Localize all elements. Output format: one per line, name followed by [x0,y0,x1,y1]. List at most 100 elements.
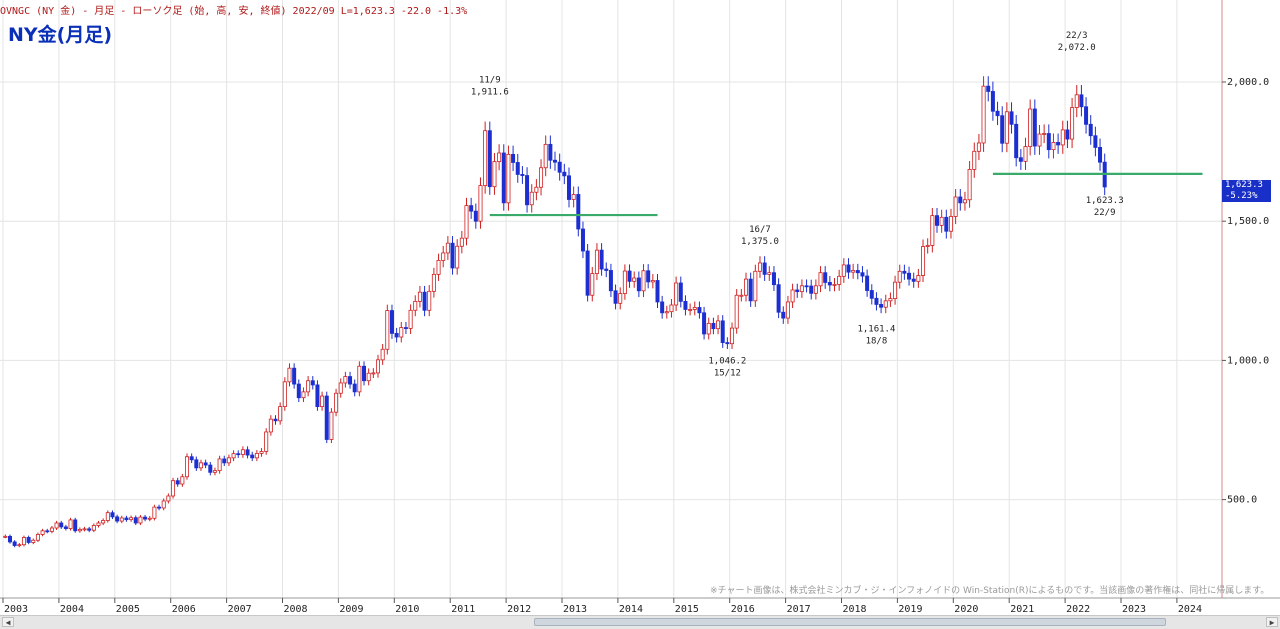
candle-body [832,283,837,286]
candle-body [320,395,325,408]
annotation-label: 11/9 [479,76,501,86]
candle-body [1093,135,1098,148]
x-tick-label: 2021 [1010,604,1034,615]
candle-body [315,384,320,408]
candle-body [962,199,967,204]
x-tick-label: 2003 [4,604,28,615]
candle-body [734,294,739,329]
candle-body [706,322,711,335]
candle-body [296,383,301,399]
candle-body [198,462,203,469]
candle-body [324,395,329,440]
candle-body [110,512,115,518]
candle-body [240,449,245,455]
candle-body [35,534,40,541]
candle-body [967,169,972,201]
x-tick-label: 2023 [1122,604,1146,615]
candle-body [511,153,516,163]
candle-body [278,406,283,422]
candle-body [883,300,888,308]
candle-body [450,242,455,269]
candle-body [441,252,446,261]
candle-body [133,517,138,524]
candle-body [394,332,399,338]
candle-body [697,307,702,314]
candle-body [1070,107,1075,140]
candle-body [12,541,17,546]
candle-body [357,365,362,393]
candle-body [1079,94,1084,108]
candle-body [534,186,539,193]
x-tick-label: 2011 [451,604,475,615]
candle-body [716,320,721,330]
candle-body [539,167,544,188]
candle-body [1014,123,1019,159]
candle-body [306,380,311,393]
candle-body [748,278,753,302]
candle-body [161,500,166,509]
candle-body [166,495,171,502]
candle-body [254,452,259,459]
candle-body [124,517,129,521]
y-tick-label: 2,000.0 [1227,77,1269,88]
candle-body [1065,129,1070,140]
candle-body [515,162,520,175]
candle-body [380,348,385,361]
candle-body [212,470,217,473]
candle-body [753,270,758,302]
x-tick-label: 2014 [619,604,643,615]
candle-body [1051,142,1056,151]
x-tick-label: 2024 [1178,604,1202,615]
candle-body [785,301,790,319]
x-tick-label: 2016 [731,604,755,615]
plot-area [0,0,1222,598]
candle-body [3,535,8,538]
candle-body [157,506,162,509]
candles [3,76,1107,548]
candle-body [506,153,511,204]
candle-body [762,262,767,275]
x-tick-label: 2009 [339,604,363,615]
x-tick-label: 2015 [675,604,699,615]
candle-body [865,275,870,291]
candle-body [553,159,558,163]
candle-body [566,175,571,200]
candle-body [455,245,460,269]
candle-body [427,290,432,311]
candle-body [907,272,912,280]
candle-body [925,245,930,247]
candle-body [31,539,36,543]
candle-body [497,152,502,163]
candle-body [939,216,944,226]
horizontal-scrollbar[interactable]: ◀ ▶ [0,615,1280,629]
scrollbar-thumb[interactable] [534,618,1166,626]
candle-body [389,310,394,334]
x-tick-label: 2017 [787,604,811,615]
candle-body [916,275,921,282]
candle-body [757,262,762,272]
candle-body [26,537,31,543]
candle-body [259,451,264,454]
candle-body [646,270,651,283]
arrow-right-icon[interactable]: ▶ [1266,617,1278,627]
candle-body [68,519,73,529]
x-tick-label: 2004 [60,604,84,615]
candle-body [692,307,697,310]
candle-body [366,372,371,382]
candle-body [483,130,488,186]
annotation-value: 1,911.6 [471,88,509,98]
candle-body [147,517,152,520]
candle-body [1046,133,1051,151]
arrow-left-icon[interactable]: ◀ [2,617,14,627]
candle-body [1098,147,1103,163]
candle-body [902,270,907,274]
candle-body [674,282,679,306]
candle-body [1018,157,1023,162]
candle-body [990,91,995,112]
candle-body [7,535,12,543]
copyright-notice: ※チャート画像は、株式会社ミンカブ・ジ・インフォノイドの Win-Station… [710,586,1270,596]
candle-body [613,290,618,304]
x-tick-label: 2007 [228,604,252,615]
annotation-value: 1,046.2 [708,357,746,367]
candle-body [636,277,641,292]
